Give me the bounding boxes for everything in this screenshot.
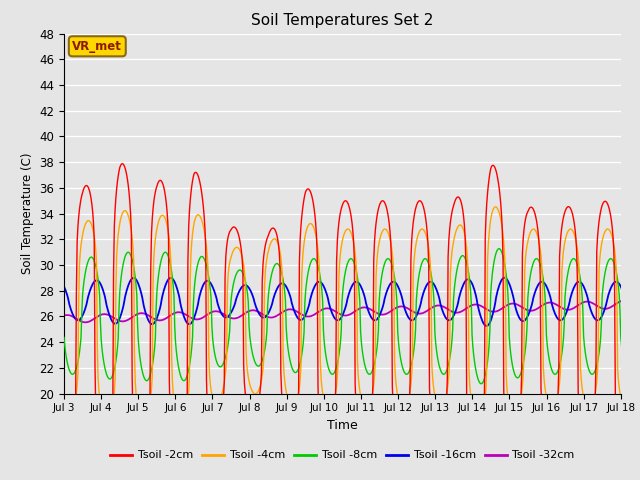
Text: VR_met: VR_met — [72, 40, 122, 53]
Legend: Tsoil -2cm, Tsoil -4cm, Tsoil -8cm, Tsoil -16cm, Tsoil -32cm: Tsoil -2cm, Tsoil -4cm, Tsoil -8cm, Tsoi… — [106, 446, 579, 465]
Title: Soil Temperatures Set 2: Soil Temperatures Set 2 — [252, 13, 433, 28]
X-axis label: Time: Time — [327, 419, 358, 432]
Y-axis label: Soil Temperature (C): Soil Temperature (C) — [20, 153, 34, 275]
